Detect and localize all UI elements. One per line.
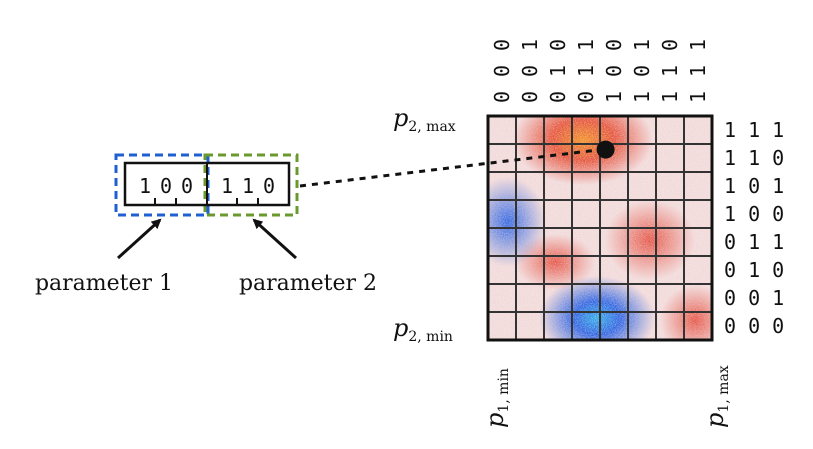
bit-ticks [154,198,259,205]
column-code-digit: 1 [686,65,710,77]
param2-bit-2: 1 [242,174,254,198]
selected-point [596,140,615,159]
column-code-digit: 0 [518,91,542,103]
param2-bit-1: 1 [221,174,233,198]
param1-bit-2: 0 [160,174,172,198]
column-code-digit: 0 [630,65,654,77]
param1-bit-3: 0 [181,174,193,198]
column-code-digit: 1 [574,39,598,51]
param1-label: parameter 1 [35,271,173,296]
column-code-digit: 1 [658,65,682,77]
row-code: 1 0 0 [724,202,784,226]
row-code: 1 0 1 [724,174,784,198]
column-code-digit: 1 [602,91,626,103]
grid-border [486,114,714,342]
column-code-digit: 0 [602,39,626,51]
param2-arrow [252,218,298,260]
p1-min-label: p1, min [481,368,512,428]
column-code-digit: 0 [602,65,626,77]
column-code-digit: 0 [546,39,570,51]
p1-max-label: p1, max [701,365,732,428]
genome-group: 1 0 0 1 1 0 parameter 1 parameter 2 [35,153,377,296]
param2-bit-3: 0 [263,174,275,198]
column-code-digit: 1 [546,65,570,77]
column-code-digit: 0 [490,39,514,51]
param1-bit-1: 1 [139,174,151,198]
mapping-arrow [299,144,608,188]
column-code-digit: 1 [658,91,682,103]
row-code: 1 1 1 [724,118,784,142]
column-code-digit: 0 [546,91,570,103]
param2-label: parameter 2 [239,271,377,296]
column-code-digit: 0 [490,91,514,103]
row-code: 1 1 0 [724,146,784,170]
column-code-digit: 0 [658,39,682,51]
row-codes: 1 1 1 1 1 0 1 0 1 1 0 0 0 1 1 0 1 0 0 0 1 0 0 0 [724,118,784,338]
row-code: 0 0 0 [724,314,784,338]
row-code: 0 1 0 [724,258,784,282]
column-code-digit: 0 [518,65,542,77]
column-code-digit: 1 [574,65,598,77]
column-code-digit: 1 [518,39,542,51]
row-code: 0 0 1 [724,286,784,310]
p2-max-label: p2, max [393,104,456,135]
column-code-digit: 0 [490,65,514,77]
column-code-digit: 0 [574,91,598,103]
column-code-digit: 1 [686,39,710,51]
row-code: 0 1 1 [724,230,784,254]
p2-min-label: p2, min [393,314,453,345]
param2-dashed-box [203,153,299,217]
column-code-digit: 1 [686,91,710,103]
param1-arrow [116,218,162,260]
column-code-digit: 1 [630,91,654,103]
column-code-digit: 1 [630,39,654,51]
